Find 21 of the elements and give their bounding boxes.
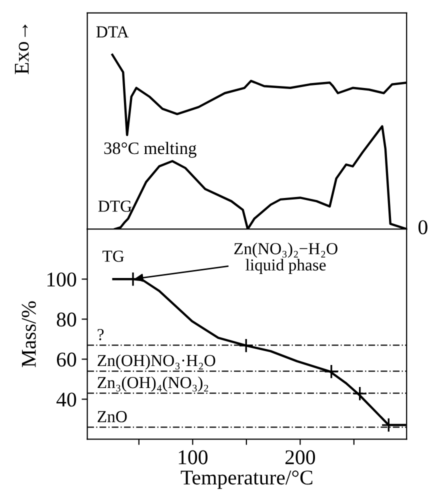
series-label: TG bbox=[102, 250, 124, 262]
annotation: Zn(NO₃)₂−H₂O liquid phase bbox=[234, 242, 338, 274]
ref-line-label: ? bbox=[98, 328, 104, 340]
x-tick-label: 200 bbox=[285, 450, 315, 464]
annotation: 0 bbox=[418, 220, 428, 234]
ref-line-label: Zn(OH)NO₃·H₂O bbox=[98, 354, 216, 370]
point bbox=[352, 386, 368, 402]
y-axis-title: Mass/% bbox=[22, 301, 36, 368]
x-axis-title: Temperature/°C bbox=[180, 470, 312, 489]
ref-line-label: ZnO bbox=[98, 411, 127, 422]
y-tick-label: 40 bbox=[56, 392, 76, 407]
y-tick-label: 100 bbox=[47, 272, 76, 287]
series-label: DTA bbox=[96, 26, 129, 38]
ref-line-label: Zn₃(OH)₄(NO₃)₂ bbox=[98, 376, 208, 392]
y-tick-label: 60 bbox=[56, 352, 76, 367]
y-tick-label: 80 bbox=[56, 312, 76, 327]
point bbox=[238, 338, 254, 353]
point bbox=[324, 364, 339, 380]
y-axis-title: Exo→ bbox=[14, 24, 29, 74]
series-label: DTG bbox=[98, 200, 132, 212]
annotation: 38°C melting bbox=[104, 142, 196, 158]
